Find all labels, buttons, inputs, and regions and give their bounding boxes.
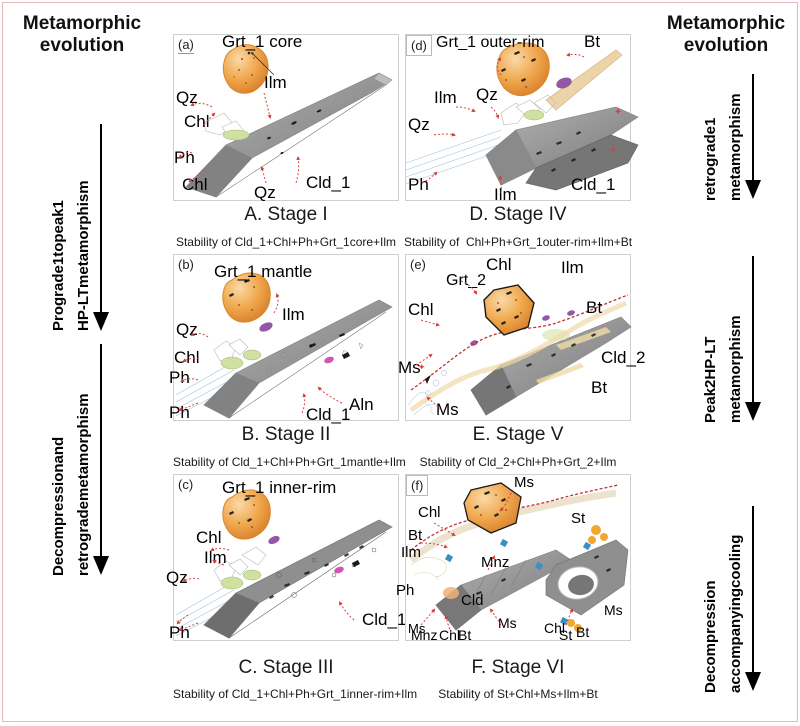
svg-text:Grt_2: Grt_2: [446, 272, 486, 289]
svg-text:Cld_1: Cld_1: [571, 175, 615, 194]
svg-text:Qz: Qz: [476, 85, 498, 104]
svg-text:Ilm: Ilm: [494, 185, 517, 204]
svg-text:Bt: Bt: [591, 378, 607, 397]
svg-text:Chl: Chl: [486, 255, 512, 274]
svg-text:Cld_2: Cld_2: [601, 348, 645, 367]
svg-text:Qz: Qz: [166, 568, 188, 587]
svg-text:Cld_1: Cld_1: [362, 610, 406, 629]
svg-text:Chl: Chl: [182, 175, 208, 194]
svg-text:Bt: Bt: [586, 298, 602, 317]
svg-text:St: St: [571, 510, 586, 527]
svg-text:Chl: Chl: [196, 528, 222, 547]
svg-text:Chl: Chl: [174, 348, 200, 367]
svg-text:Grt_1 core: Grt_1 core: [222, 32, 302, 51]
svg-text:Chl: Chl: [184, 112, 210, 131]
svg-text:Cld_1: Cld_1: [306, 405, 350, 424]
svg-text:Aln: Aln: [349, 395, 374, 414]
svg-text:St: St: [559, 627, 572, 643]
svg-text:Ilm: Ilm: [204, 548, 227, 567]
svg-text:Ilm: Ilm: [434, 88, 457, 107]
svg-text:Ilm: Ilm: [561, 258, 584, 277]
svg-text:Ilm: Ilm: [401, 544, 421, 561]
svg-text:Grt_1 inner-rim: Grt_1 inner-rim: [222, 478, 336, 497]
svg-text:Qz: Qz: [254, 183, 276, 202]
svg-text:Ph: Ph: [174, 148, 195, 167]
svg-text:Ph: Ph: [169, 623, 190, 642]
svg-text:✦: ✦: [609, 145, 617, 156]
svg-text:Ph: Ph: [396, 582, 414, 599]
svg-text:Ms: Ms: [514, 474, 534, 491]
svg-text:Ms: Ms: [604, 602, 623, 618]
svg-text:Grt_1 mantle: Grt_1 mantle: [214, 262, 312, 281]
svg-text:Chl: Chl: [439, 627, 460, 643]
svg-text:Mnz: Mnz: [411, 627, 437, 643]
svg-text:Ilm: Ilm: [282, 305, 305, 324]
svg-text:Ms: Ms: [436, 400, 459, 419]
svg-text:✦: ✦: [418, 362, 426, 372]
svg-text:Bt: Bt: [408, 527, 423, 544]
svg-text:Ms: Ms: [498, 615, 517, 631]
svg-text:Qz: Qz: [176, 320, 198, 339]
svg-text:Grt_1 outer-rim: Grt_1 outer-rim: [436, 34, 544, 51]
svg-text:Bt: Bt: [576, 624, 589, 640]
svg-text:Bt: Bt: [458, 627, 471, 643]
svg-text:Ilm: Ilm: [264, 73, 287, 92]
svg-text:Cld: Cld: [461, 592, 484, 609]
svg-text:Ph: Ph: [169, 403, 190, 422]
svg-text:✦: ✦: [614, 107, 622, 118]
svg-text:Qz: Qz: [408, 115, 430, 134]
svg-text:Chl: Chl: [418, 504, 441, 521]
svg-text:Qz: Qz: [176, 88, 198, 107]
svg-text:Cld_1: Cld_1: [306, 173, 350, 192]
svg-text:Ph: Ph: [169, 368, 190, 387]
svg-text:Chl: Chl: [408, 300, 434, 319]
svg-text:Bt: Bt: [584, 32, 600, 51]
svg-text:Mnz: Mnz: [481, 554, 509, 571]
svg-text:Ph: Ph: [408, 175, 429, 194]
